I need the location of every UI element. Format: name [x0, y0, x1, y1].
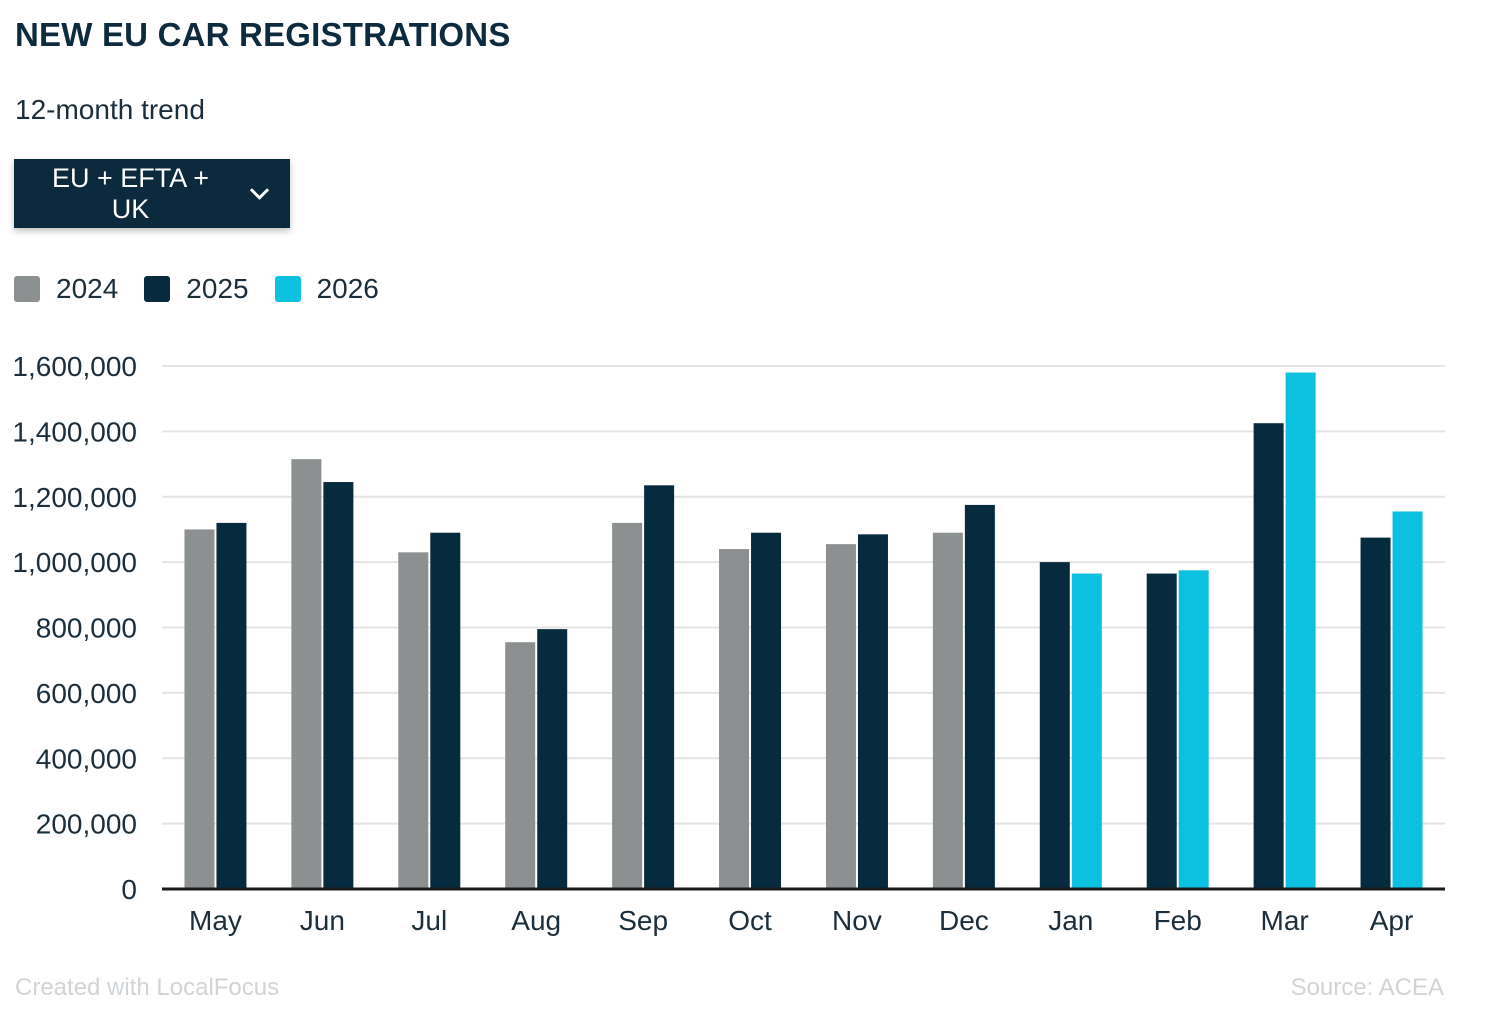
- source-credit: Source: ACEA: [1290, 974, 1444, 1001]
- legend-swatch-2025: [144, 276, 171, 302]
- bar-2025-dec: [964, 504, 995, 889]
- legend-label-2024: 2024: [56, 273, 119, 304]
- x-tick-label: Jul: [411, 905, 447, 936]
- bar-2025-jul: [430, 532, 461, 889]
- bar-2024-jun: [291, 459, 322, 889]
- x-tick-label: Dec: [939, 905, 989, 936]
- y-tick-label: 1,200,000: [12, 482, 137, 513]
- bar-2026-feb: [1178, 570, 1209, 889]
- y-tick-label: 400,000: [36, 743, 137, 774]
- x-tick-label: Sep: [618, 905, 668, 936]
- y-tick-label: 800,000: [36, 613, 137, 644]
- region-select-dropdown[interactable]: EU + EFTA + UK: [14, 159, 290, 228]
- bar-2024-dec: [932, 532, 963, 889]
- x-tick-label: Jan: [1048, 905, 1093, 936]
- bar-2025-may: [216, 522, 247, 889]
- x-tick-label: Nov: [832, 905, 882, 936]
- bar-2024-may: [184, 529, 215, 889]
- bar-2024-aug: [505, 642, 536, 889]
- legend-label-2025: 2025: [186, 273, 249, 304]
- region-select-value: EU + EFTA + UK: [51, 162, 210, 224]
- bar-2025-nov: [857, 534, 888, 889]
- bar-2026-mar: [1285, 372, 1316, 890]
- y-tick-label: 600,000: [36, 678, 137, 709]
- legend-item-2024[interactable]: 2024: [14, 273, 118, 305]
- bar-2026-apr: [1392, 511, 1423, 889]
- x-tick-label: Apr: [1370, 905, 1414, 936]
- bar-2025-sep: [644, 485, 675, 889]
- y-tick-label: 1,000,000: [12, 547, 137, 578]
- y-tick-label: 1,400,000: [12, 416, 137, 447]
- legend-swatch-2026: [274, 276, 301, 302]
- legend-label-2026: 2026: [316, 273, 379, 304]
- x-tick-label: Jun: [300, 905, 345, 936]
- bar-2025-oct: [751, 532, 782, 889]
- bar-2024-sep: [612, 522, 643, 889]
- bar-2025-aug: [537, 629, 568, 889]
- bar-2024-jul: [398, 552, 429, 889]
- x-tick-label: Oct: [728, 905, 772, 936]
- legend-item-2025[interactable]: 2025: [144, 273, 249, 305]
- chart-title: NEW EU CAR REGISTRATIONS: [15, 16, 511, 53]
- bar-2025-feb: [1146, 573, 1177, 889]
- bar-2024-nov: [825, 544, 856, 889]
- legend-swatch-2024: [14, 276, 40, 302]
- bar-2026-jan: [1071, 573, 1102, 889]
- x-tick-label: Feb: [1154, 905, 1202, 936]
- created-with-credit: Created with LocalFocus: [15, 974, 280, 1001]
- chart-subtitle: 12-month trend: [15, 94, 205, 125]
- bar-2025-jun: [323, 482, 354, 889]
- x-tick-label: Mar: [1261, 905, 1309, 936]
- bar-2024-oct: [719, 549, 750, 889]
- legend-item-2026[interactable]: 2026: [274, 273, 379, 305]
- x-tick-label: May: [189, 905, 242, 936]
- bar-2025-mar: [1253, 423, 1284, 889]
- bar-2025-apr: [1360, 537, 1391, 889]
- y-tick-label: 200,000: [36, 809, 137, 840]
- y-tick-label: 1,600,000: [12, 351, 137, 382]
- y-tick-label: 0: [121, 874, 137, 905]
- chevron-down-icon: [249, 187, 270, 200]
- bar-2025-jan: [1039, 562, 1070, 889]
- bar-chart: 0 200,000 400,000 600,000 800,000 1,000,000 1,…: [12, 351, 1445, 936]
- chart-legend: 2024 2025 2026: [14, 273, 379, 305]
- x-tick-label: Aug: [511, 905, 561, 936]
